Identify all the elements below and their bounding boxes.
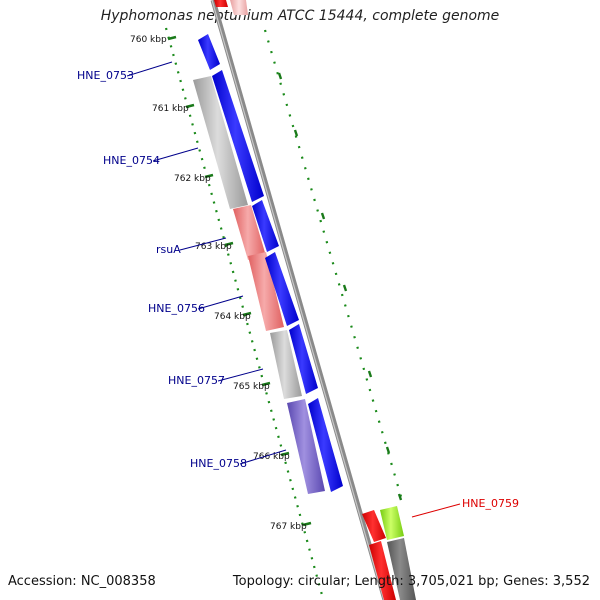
tick-mark — [204, 173, 214, 179]
cds-arrow-3 — [252, 200, 279, 252]
gene-leader-line — [239, 449, 287, 465]
tick-label: 762 kbp — [174, 174, 211, 184]
cds-arrow-2 — [212, 70, 264, 202]
gc-dash — [277, 72, 283, 80]
gene-partial-top-pale — [230, 0, 248, 15]
genome-summary: Topology: circular; Length: 3,705,021 bp… — [232, 574, 590, 589]
scale-ticks: 760 kbp 761 kbp 762 kbp 763 kbp 764 kbp 765 k… — [130, 35, 312, 532]
tick-mark — [167, 35, 177, 41]
gene-bar-dark-lower — [387, 538, 416, 600]
genome-backbone — [210, 0, 388, 600]
cds-arrow-5 — [289, 324, 318, 394]
gene-leader-line — [217, 368, 264, 382]
gene-leader-line — [411, 503, 461, 518]
gene-label-rsuA[interactable]: rsuA — [156, 243, 181, 256]
gene-partial-top-red — [214, 0, 228, 7]
gene-label-HNE_0754[interactable]: HNE_0754 — [103, 154, 160, 167]
gene-label-HNE_0756[interactable]: HNE_0756 — [148, 302, 205, 315]
gc-dash — [367, 370, 373, 378]
tick-mark — [185, 103, 195, 109]
tick-label: 764 kbp — [214, 312, 251, 322]
tick-label: 767 kbp — [270, 522, 307, 532]
gc-dash — [320, 212, 326, 220]
tick-mark — [280, 451, 290, 457]
tick-mark — [261, 381, 271, 387]
gc-content-track-outer — [263, 29, 404, 501]
tick-label: 760 kbp — [130, 35, 167, 45]
cds-arrow-6 — [308, 398, 343, 492]
gene-label-HNE_0759[interactable]: HNE_0759 — [462, 497, 519, 510]
tick-label: 763 kbp — [195, 242, 232, 252]
gene-bar-rsuA — [233, 205, 266, 260]
gene-bar-HNE_0759 — [380, 506, 404, 540]
gene-leader-line — [197, 295, 244, 310]
gene-leader-line — [152, 147, 199, 162]
tick-mark — [224, 241, 234, 247]
gene-leader-line — [126, 61, 173, 77]
genome-backbone-highlight — [211, 0, 385, 600]
tick-label: 761 kbp — [152, 104, 189, 114]
gene-bar-HNE_0757 — [270, 330, 302, 399]
gene-bar-HNE_0756 — [248, 252, 284, 331]
accession-label: Accession: NC_008358 — [8, 574, 156, 589]
gc-dash — [293, 129, 299, 137]
cds-arrow-1 — [198, 34, 220, 70]
cds-arrow-4 — [265, 252, 299, 326]
gene-bar-HNE_0753-0754 — [193, 76, 248, 209]
tick-mark — [302, 521, 312, 527]
map-title: Hyphomonas neptunium ATCC 15444, complet… — [100, 8, 500, 24]
gene-labels: HNE_0753 HNE_0754 rsuA HNE_0756 HNE_0757 HNE_… — [77, 61, 519, 518]
gene-label-HNE_0753[interactable]: HNE_0753 — [77, 69, 134, 82]
gene-bar-red-lower-2 — [369, 541, 396, 600]
tick-mark — [242, 311, 252, 317]
gc-content-dashes — [277, 72, 403, 501]
gene-label-HNE_0757[interactable]: HNE_0757 — [168, 374, 225, 387]
tick-label: 765 kbp — [233, 382, 270, 392]
gc-dash — [385, 446, 391, 454]
gene-bar-red-lower — [362, 510, 386, 542]
gene-label-HNE_0758[interactable]: HNE_0758 — [190, 457, 247, 470]
gc-dash — [342, 284, 348, 292]
gene-leader-line — [179, 237, 227, 251]
tick-label: 766 kbp — [253, 452, 290, 462]
gc-dash — [397, 493, 403, 501]
gene-bar-HNE_0758 — [287, 399, 325, 494]
